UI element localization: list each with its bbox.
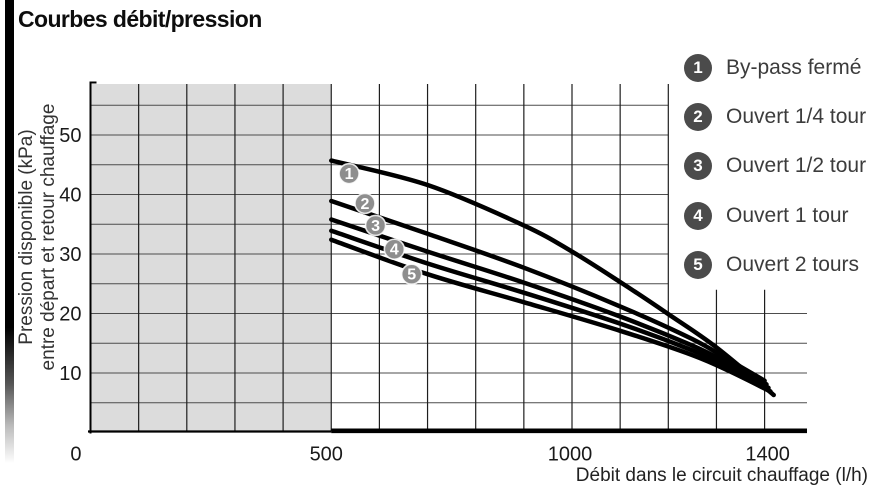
legend-number-badge-3: 3 [684,152,712,180]
curve-1 [329,158,776,398]
curve-marker-circle-2 [354,192,376,215]
curve-marker-number-2: 2 [361,196,370,213]
legend-item-2: 2 Ouvert 1/4 tour [684,103,866,131]
legend-number-badge-1: 1 [684,53,712,82]
legend-number-badge-4: 4 [684,201,712,230]
curve-marker-number-3: 3 [371,218,380,235]
curve-4 [329,228,771,391]
legend-label-2: Ouvert 1/4 tour [726,105,867,128]
y-tick-label-10: 10 [59,363,81,385]
x-tick-label-500: 500 [310,444,343,466]
curve-marker-circle-4 [383,238,406,261]
curve-marker-circle-5 [400,263,423,286]
curve-marker-circle-3 [364,214,387,237]
y-tick-label-20: 20 [59,304,81,326]
curve-marker-circle-1 [338,162,360,185]
curve-marker-number-1: 1 [345,166,354,183]
y-tick-label-40: 40 [59,185,81,207]
legend-number-badge-5: 5 [684,251,712,279]
x-tick-label-1400: 1400 [745,444,790,466]
legend-item-4: 4 Ouvert 1 tour [684,201,849,230]
legend-item-1: 1 By-pass fermé [684,53,862,82]
curve-marker-number-4: 4 [390,242,399,259]
legend-number-badge-2: 2 [684,103,712,131]
curve-3 [329,217,769,387]
x-tick-label-1000: 1000 [548,444,593,466]
shaded-region [91,84,332,432]
legend-label-1: By-pass fermé [726,55,862,79]
legend-label-4: Ouvert 1 tour [726,203,849,227]
left-edge-bar [5,0,14,468]
legend-item-3: 3 Ouvert 1/2 tour [684,152,866,180]
x-axis-title: Débit dans le circuit chauffage (l/h) [576,465,868,486]
chart-title: Courbes débit/pression [18,6,262,32]
y-tick-label-50: 50 [59,125,81,147]
x-tick-label-0: 0 [70,444,81,466]
curve-marker-number-5: 5 [407,267,416,284]
legend-label-3: Ouvert 1/2 tour [726,154,867,177]
curve-5 [329,237,773,394]
legend-label-5: Ouvert 2 tours [726,253,860,276]
legend-item-5: 5 Ouvert 2 tours [684,251,859,279]
curve-2 [329,198,767,383]
y-tick-label-30: 30 [59,244,81,266]
